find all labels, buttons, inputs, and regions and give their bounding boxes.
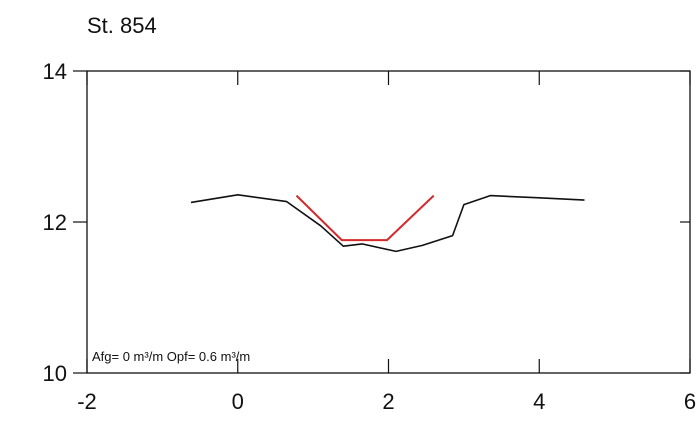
tick-marks <box>73 70 691 374</box>
profile-line-red <box>295 194 435 242</box>
series-group <box>190 194 585 253</box>
x-tick-label: 0 <box>232 389 244 414</box>
x-tick-label: -2 <box>77 389 97 414</box>
y-tick-labels: 10 12 14 <box>43 59 67 386</box>
y-tick-label: 14 <box>43 59 67 84</box>
profile-line-black <box>190 194 585 253</box>
y-tick-label: 12 <box>43 210 67 235</box>
volume-annotation: Afg= 0 m³/m Opf= 0.6 m³/m <box>92 349 250 364</box>
x-tick-labels: -2 0 2 4 6 <box>77 389 696 414</box>
x-tick-label: 2 <box>382 389 394 414</box>
chart-title: St. 854 <box>87 13 157 38</box>
plot-frame <box>86 70 691 374</box>
y-tick-label: 10 <box>43 361 67 386</box>
x-tick-label: 6 <box>684 389 696 414</box>
x-tick-label: 4 <box>533 389 545 414</box>
